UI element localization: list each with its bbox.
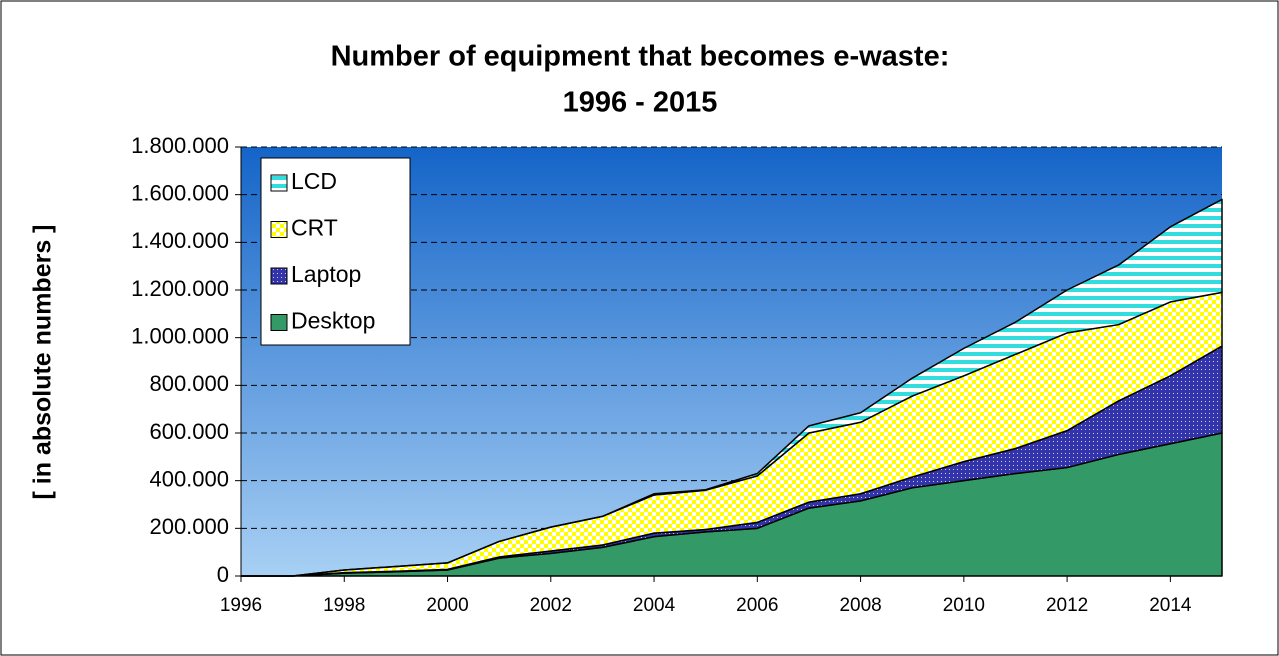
y-tick-label: 800.000: [149, 371, 229, 396]
x-tick-label: 2004: [633, 595, 676, 616]
chart-title: 1996 - 2015: [563, 87, 718, 119]
x-tick-label: 2008: [839, 595, 881, 616]
x-tick-label: 2014: [1149, 595, 1192, 616]
y-tick-label: 1.200.000: [131, 276, 229, 301]
y-tick-label: 1.600.000: [131, 180, 229, 205]
y-axis-label: [ in absolute numbers ]: [29, 224, 57, 499]
y-tick-label: 600.000: [149, 419, 229, 444]
y-tick-label: 400.000: [149, 466, 229, 491]
x-tick-label: 1998: [323, 595, 365, 616]
chart-title: Number of equipment that becomes e-waste…: [331, 41, 950, 73]
area: [240, 198, 1223, 577]
y-tick-label: 0: [217, 562, 229, 587]
x-tick-label: 1996: [220, 595, 262, 616]
legend-label: CRT: [291, 215, 338, 241]
y-tick-label: 1.400.000: [131, 228, 229, 253]
legend-label: LCD: [291, 168, 337, 194]
x-tick-label: 2010: [943, 595, 985, 616]
legend-swatch: [270, 221, 288, 238]
x-tick-label: 2002: [530, 595, 572, 616]
legend-label: Desktop: [291, 308, 375, 334]
y-tick-label: 1.800.000: [131, 133, 229, 158]
x-tick-label: 2000: [426, 595, 468, 616]
legend-swatch: [270, 314, 288, 331]
x-tick-label: 2012: [1046, 595, 1088, 616]
y-tick-label: 200.000: [149, 514, 229, 539]
legend-label: Laptop: [291, 261, 361, 287]
legend-swatch: [270, 267, 288, 285]
legend-swatch: [270, 174, 288, 192]
x-tick-label: 2006: [736, 595, 778, 616]
y-tick-label: 1.000.000: [131, 323, 229, 348]
